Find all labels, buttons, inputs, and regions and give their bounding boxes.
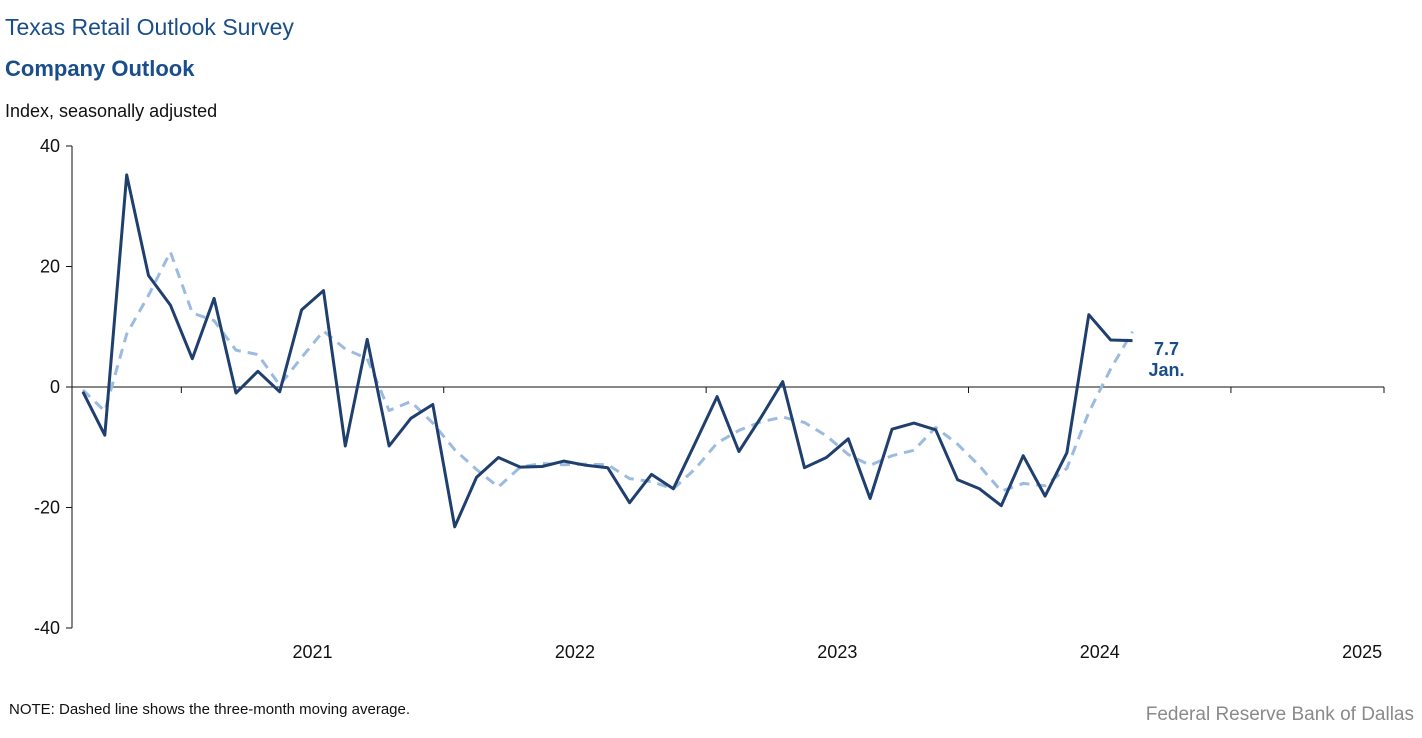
source-credit: Federal Reserve Bank of Dallas (1145, 704, 1414, 725)
chart-subtitle: Company Outlook (5, 56, 195, 81)
x-tick-label: 2021 (293, 642, 333, 662)
footnote: NOTE: Dashed line shows the three-month … (9, 701, 411, 718)
x-tick-label: 2024 (1080, 642, 1120, 662)
y-tick-label: 20 (40, 257, 60, 277)
index-series-line (81, 173, 1133, 529)
y-tick-label: -20 (34, 498, 60, 518)
y-tick-label: -40 (34, 618, 60, 638)
series-layer (81, 173, 1134, 529)
moving-average-series-line (81, 250, 1134, 493)
axes: 40 20 0 -20 -40 2021 2022 2023 2024 2025 (34, 136, 1385, 662)
y-tick-label: 40 (40, 136, 60, 156)
chart-title: Texas Retail Outlook Survey (5, 14, 294, 40)
x-tick-label: 2025 (1342, 642, 1382, 662)
x-tick-label: 2022 (555, 642, 595, 662)
latest-value-label: 7.7 (1154, 339, 1179, 359)
x-tick-label: 2023 (817, 642, 857, 662)
latest-month-label: Jan. (1149, 360, 1185, 380)
y-tick-label: 0 (50, 377, 60, 397)
y-axis-unit-label: Index, seasonally adjusted (5, 101, 218, 121)
